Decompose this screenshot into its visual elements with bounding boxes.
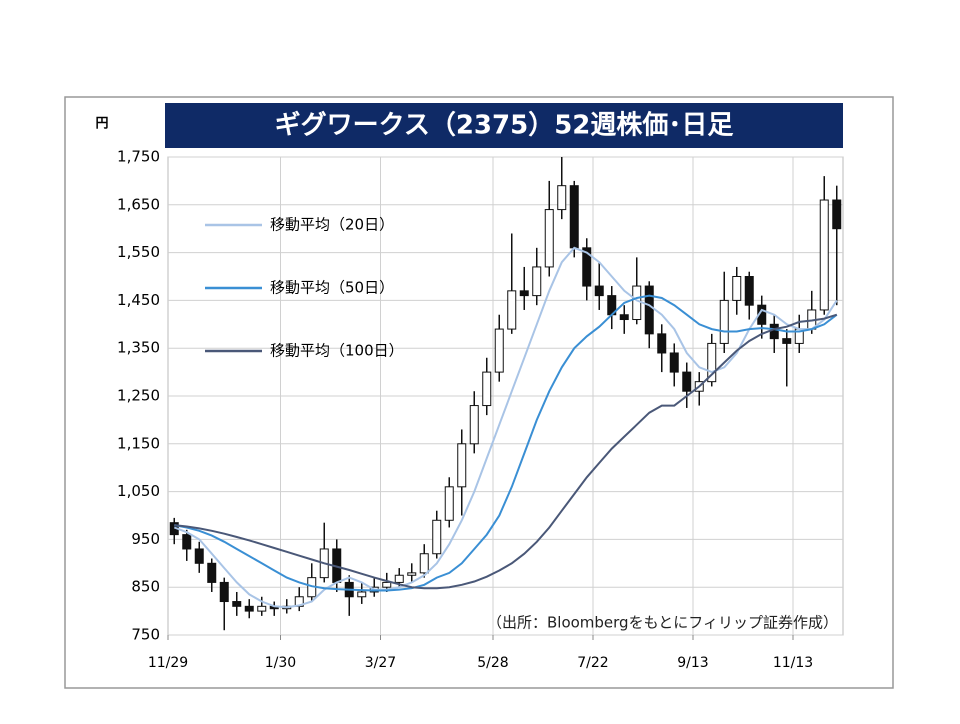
x-tick-label: 9/13 [677,655,708,671]
candle-body [257,605,267,612]
candle-body [194,548,204,564]
moving-average-line [174,313,838,590]
candle-body [219,581,229,603]
x-tick-label: 5/28 [477,655,508,671]
candle-body [469,405,479,445]
legend: 移動平均（20日） 移動平均（50日） 移動平均（100日） [205,216,404,360]
candle-body [432,519,442,555]
candle-body [244,605,254,612]
candle-body [719,299,729,344]
moving-average-line [174,294,838,592]
candle-body [594,285,604,297]
y-tick-label: 750 [131,626,160,644]
y-tick-label: 1,050 [117,482,160,500]
candle-body [619,314,629,321]
y-tick-label: 1,550 [117,243,160,261]
y-tick-label: 1,250 [117,387,160,405]
x-tick-label: 11/29 [148,655,188,671]
y-tick-label: 1,450 [117,291,160,309]
candle-body [394,574,404,583]
source-note: （出所：Bloombergをもとにフィリップ証券作成） [487,614,838,632]
candle-body [832,199,842,230]
grid: 750 850 950 1,050 1,150 1,250 1,350 1,450 1,550 1… [117,148,844,671]
y-tick-label: 1,350 [117,339,160,357]
legend-label: 移動平均（20日） [270,216,394,234]
candle-body [819,199,829,311]
y-tick-label: 1,150 [117,434,160,452]
candle-body [382,581,392,588]
frame [64,96,894,689]
y-tick-label: 1,650 [117,195,160,213]
candle-body [657,333,667,354]
candle-body [444,486,454,521]
candle-body [507,290,517,330]
candle-body [707,342,717,383]
candle-body [482,371,492,407]
y-tick-label: 1,750 [117,148,160,166]
candle-body [682,371,692,392]
candle-body [457,443,467,488]
candle-body [769,323,779,340]
candle-body [532,266,542,297]
candle-body [644,285,654,335]
x-tick-label: 3/27 [365,655,396,671]
y-unit: 円 [95,117,108,132]
candle-body [569,185,579,249]
y-tick-label: 850 [131,578,160,596]
candle-body [744,276,754,306]
candle-body [782,338,792,344]
x-tick-label: 1/30 [265,655,296,671]
y-tick-label: 950 [131,530,160,548]
title-banner [165,103,843,148]
candle-body [632,285,642,321]
candle-body [207,562,217,583]
legend-label: 移動平均（100日） [270,342,404,360]
x-tick-label: 11/13 [773,655,813,671]
candle-body [494,328,504,373]
moving-average-line [173,246,838,609]
candle-body [357,591,367,598]
candle-body [232,601,242,607]
candle-body [544,209,554,268]
candle-body [182,534,192,550]
marks [169,157,842,631]
candle-body [519,290,529,297]
legend-label: 移動平均（50日） [270,279,394,297]
candle-body [419,553,429,574]
candle-body [669,352,679,373]
chart-title: ギグワークス（2375）52週株価･日足 [275,111,734,141]
candle-body [557,185,567,211]
x-tick-label: 7/22 [577,655,608,671]
candle-body [582,247,592,287]
candle-body [407,572,417,576]
candle-body [732,276,742,301]
